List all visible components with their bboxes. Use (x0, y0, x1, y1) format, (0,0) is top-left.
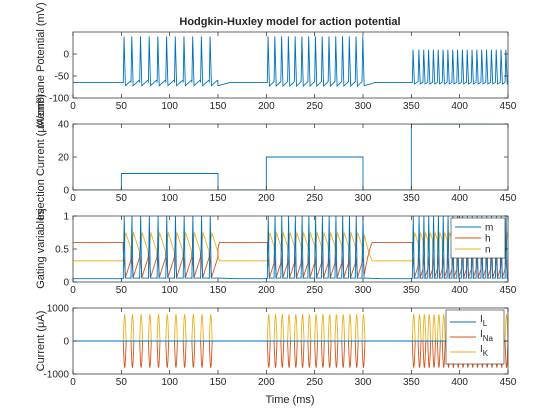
series-group (73, 124, 508, 190)
y-tick-label: -1000 (43, 370, 69, 381)
x-tick-label: 50 (116, 285, 128, 296)
x-tick-label: 400 (451, 193, 468, 204)
x-tick-label: 100 (161, 377, 178, 388)
y-tick-label: 0 (63, 50, 69, 61)
x-tick-label: 150 (210, 377, 227, 388)
x-tick-label: 0 (70, 377, 76, 388)
plot-area (73, 32, 508, 98)
series-injection-current (73, 124, 508, 190)
series-h (73, 241, 508, 278)
y-tick-label: -100 (49, 94, 69, 105)
x-tick-label: 0 (70, 193, 76, 204)
x-tick-label: 450 (500, 101, 517, 112)
x-tick-label: 300 (355, 193, 372, 204)
x-tick-label: 400 (451, 285, 468, 296)
y-axis-label: Gating variables (35, 209, 47, 289)
panel-membrane-potential: 0 50 100 150 200 250 300 350 400 450 -100 -50 0 Membr… (35, 2, 517, 127)
x-tick-label: 200 (258, 377, 275, 388)
legend-label: m (485, 223, 493, 234)
y-axis-label: Current (μA) (35, 311, 47, 372)
x-tick-label: 200 (258, 101, 275, 112)
x-tick-label: 200 (258, 285, 275, 296)
x-tick-label: 350 (403, 193, 420, 204)
x-tick-label: 250 (306, 285, 323, 296)
legend-label: IK (480, 344, 489, 358)
x-tick-label: 450 (500, 193, 517, 204)
x-tick-label: 50 (116, 101, 128, 112)
x-tick-label: 250 (306, 377, 323, 388)
y-tick-label: 0 (63, 337, 69, 348)
y-tick-label: 0.5 (55, 245, 69, 256)
legend-label: h (485, 234, 491, 245)
plot-area (73, 216, 508, 282)
series-group (73, 36, 508, 88)
legend: mhn (450, 217, 506, 259)
x-tick-label: 0 (70, 285, 76, 296)
series-n (73, 231, 508, 262)
series-group (73, 314, 508, 368)
x-tick-label: 200 (258, 193, 275, 204)
x-axis-label: Time (ms) (265, 394, 314, 406)
y-tick-label: 1 (63, 212, 69, 223)
x-tick-label: 150 (210, 285, 227, 296)
x-tick-label: 300 (355, 285, 372, 296)
x-tick-label: 350 (403, 377, 420, 388)
series-group (73, 216, 508, 280)
y-tick-label: 20 (58, 153, 70, 164)
x-tick-label: 300 (355, 377, 372, 388)
x-tick-label: 50 (116, 193, 128, 204)
legend-label: n (485, 245, 491, 256)
panels: 0 50 100 150 200 250 300 350 400 450-100-500Membr… (35, 2, 517, 388)
x-tick-label: 450 (500, 285, 517, 296)
x-tick-label: 250 (306, 193, 323, 204)
x-tick-label: 400 (451, 377, 468, 388)
x-tick-label: 50 (116, 377, 128, 388)
panel-injection-current: 0 50 100 150 200 250 300 350 400 45002040Injectio… (35, 94, 517, 220)
figure-title: Hodgkin-Huxley model for action potentia… (179, 16, 400, 28)
x-tick-label: 450 (500, 377, 517, 388)
x-tick-label: 150 (210, 193, 227, 204)
x-tick-label: 150 (210, 101, 227, 112)
y-tick-label: -50 (55, 72, 70, 83)
x-tick-label: 300 (355, 101, 372, 112)
panel-gating-variables: 0 50 100 150 200 250 300 350 400 450 0 0.5 1 Gating v… (35, 209, 517, 296)
legend-label: IL (480, 314, 488, 328)
y-tick-label: 40 (58, 120, 70, 131)
x-tick-label: 100 (161, 101, 178, 112)
axes-frame (72, 31, 509, 99)
y-tick-label: 0 (63, 186, 69, 197)
x-tick-label: 350 (403, 101, 420, 112)
x-tick-label: 100 (161, 285, 178, 296)
panel-ionic-currents: 0 50 100 150 200 250 300 350 400 450-100001000Cur… (35, 304, 517, 389)
y-tick-label: 1000 (47, 304, 70, 315)
y-axis-label: Membrane Potential (mV) (35, 2, 47, 127)
series-membrane-potential (73, 36, 508, 88)
y-axis-label: Injection Current (μA/cm²) (35, 94, 47, 220)
y-tick-label: 0 (63, 278, 69, 289)
x-tick-label: 250 (306, 101, 323, 112)
x-tick-label: 100 (161, 193, 178, 204)
x-tick-label: 0 (70, 101, 76, 112)
x-tick-label: 400 (451, 101, 468, 112)
series-m (73, 216, 508, 280)
x-tick-label: 350 (403, 285, 420, 296)
